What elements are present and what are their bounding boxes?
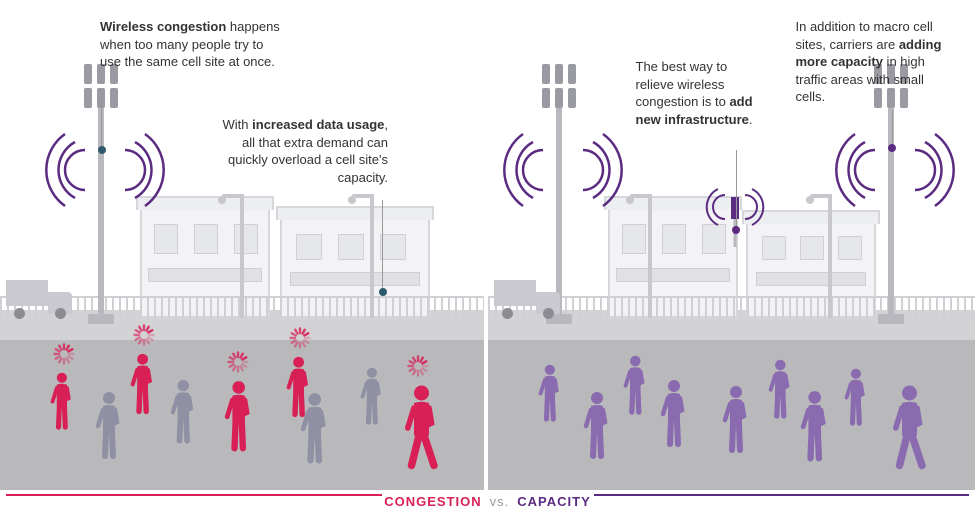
streetlamp xyxy=(370,198,374,318)
streetlamp xyxy=(828,198,832,318)
footer-rule-right xyxy=(594,494,970,496)
person-icon xyxy=(722,384,750,454)
panel-congestion: Wireless congestion happens when too man… xyxy=(0,0,488,490)
person-icon xyxy=(224,379,253,453)
person-icon xyxy=(768,358,793,420)
panel-capacity: The best way to relieve wireless congest… xyxy=(488,0,975,490)
person-icon xyxy=(130,352,155,415)
callout-left-2: With increased data usage, all that extr… xyxy=(218,116,388,186)
person-icon xyxy=(844,367,868,427)
callout-text: With xyxy=(223,117,253,132)
streetlamp xyxy=(240,198,244,318)
truck-icon xyxy=(494,280,560,314)
person-icon xyxy=(800,389,829,463)
loading-spinner-icon xyxy=(227,351,249,373)
footer-label-congestion: CONGESTION xyxy=(384,494,481,509)
streetlamp xyxy=(648,198,652,318)
scene-left xyxy=(0,0,484,490)
callout-bold: Wireless congestion xyxy=(100,19,226,34)
loading-spinner-icon xyxy=(53,343,75,365)
footer-label-capacity: CAPACITY xyxy=(517,494,590,509)
person-icon xyxy=(623,354,648,416)
person-icon xyxy=(660,378,688,448)
person-icon xyxy=(404,383,439,471)
footer: CONGESTION vs. CAPACITY xyxy=(0,490,975,512)
cell-tower xyxy=(888,108,894,318)
loading-spinner-icon xyxy=(289,327,311,349)
person-icon xyxy=(538,363,562,423)
footer-vs: vs. xyxy=(490,494,510,509)
person-icon xyxy=(50,371,74,431)
callout-text: . xyxy=(749,112,753,127)
loading-spinner-icon xyxy=(133,324,155,346)
person-icon xyxy=(892,383,927,471)
loading-spinner-icon xyxy=(407,355,429,377)
callout-right-2: In addition to macro cell sites, carrier… xyxy=(796,18,956,106)
callout-left-1: Wireless congestion happens when too man… xyxy=(100,18,280,71)
person-icon xyxy=(95,390,123,460)
person-icon xyxy=(300,391,329,465)
panels: Wireless congestion happens when too man… xyxy=(0,0,975,490)
footer-rule-left xyxy=(6,494,382,496)
person-icon xyxy=(360,366,384,426)
person-icon xyxy=(583,390,611,460)
callout-bold: increased data usage xyxy=(252,117,384,132)
small-cell-icon xyxy=(735,177,765,252)
callout-right-1: The best way to relieve wireless congest… xyxy=(636,58,766,128)
person-icon xyxy=(170,378,197,445)
truck-icon xyxy=(6,280,72,314)
callout-text: The best way to relieve wireless congest… xyxy=(636,59,730,109)
